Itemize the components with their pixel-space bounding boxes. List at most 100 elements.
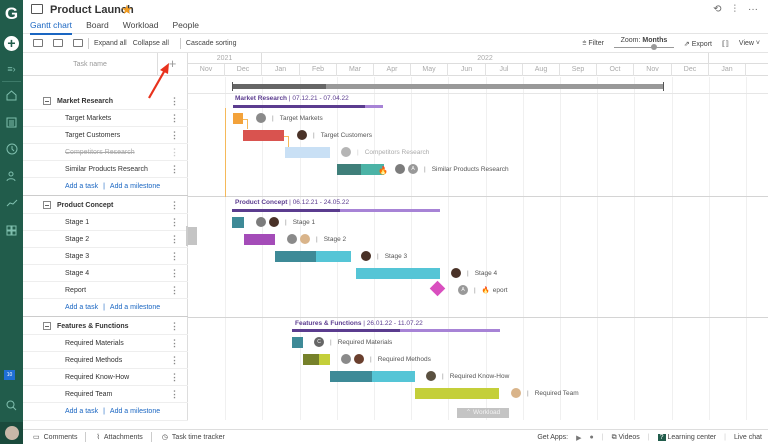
settings-sliders-icon[interactable]: ⫶ xyxy=(733,4,737,15)
task-bar-stage4[interactable] xyxy=(356,268,440,279)
row-menu-icon[interactable]: ⋮ xyxy=(170,250,179,261)
tab-workload[interactable]: Workload xyxy=(122,20,159,30)
collapse-toggle-icon[interactable] xyxy=(43,322,51,330)
expand-all-button[interactable]: Expand all xyxy=(94,39,127,47)
task-row[interactable]: Required Know-How ⋮ xyxy=(23,369,188,386)
row-menu-icon[interactable]: ⋮ xyxy=(170,163,179,174)
add-task-link[interactable]: Add a task xyxy=(65,183,99,190)
tab-board[interactable]: Board xyxy=(86,20,109,30)
list-icon[interactable] xyxy=(0,115,23,129)
task-row[interactable]: Stage 2 ⋮ xyxy=(23,231,188,248)
milestone-row[interactable]: Report ⋮ xyxy=(23,282,188,299)
tab-people[interactable]: People xyxy=(172,20,199,30)
task-row[interactable]: Stage 3 ⋮ xyxy=(23,248,188,265)
collapse-all-button[interactable]: Collapse all xyxy=(132,39,169,47)
row-menu-icon[interactable]: ⋮ xyxy=(170,267,179,278)
task-bar-stage1[interactable] xyxy=(232,217,244,228)
videos-button[interactable]: ⧉ Videos xyxy=(611,433,640,441)
add-task-link[interactable]: Add a task xyxy=(65,304,99,311)
collapse-toggle-icon[interactable] xyxy=(43,201,51,209)
task-row[interactable]: Target Markets ⋮ xyxy=(23,110,188,127)
cascade-sorting-button[interactable]: Cascade sorting xyxy=(185,39,237,47)
row-menu-icon[interactable]: ⋮ xyxy=(170,371,179,382)
task-bar-target-markets[interactable] xyxy=(233,113,243,124)
comments-button[interactable]: ▭ Comments xyxy=(33,433,78,442)
learning-center-button[interactable]: ? Learning center xyxy=(657,434,717,441)
task-row[interactable]: Required Team ⋮ xyxy=(23,386,188,403)
task-bar-required-materials[interactable] xyxy=(292,337,303,348)
add-row: Add a task | Add a milestone xyxy=(23,403,188,421)
add-milestone-link[interactable]: Add a milestone xyxy=(109,304,161,311)
add-task-link[interactable]: Add a task xyxy=(65,408,99,415)
milestone-report-diamond[interactable] xyxy=(429,280,446,297)
add-column-button[interactable]: + xyxy=(158,53,188,76)
task-row-completed[interactable]: Competitors Research ⋮ xyxy=(23,144,188,161)
row-menu-icon[interactable]: ⋮ xyxy=(170,388,179,399)
create-button[interactable]: + xyxy=(0,33,23,53)
add-milestone-link[interactable]: Add a milestone xyxy=(109,408,161,415)
row-menu-icon[interactable]: ⋮ xyxy=(170,112,179,123)
task-row[interactable]: Target Customers ⋮ xyxy=(23,127,188,144)
fit-icon[interactable]: ⟦⟧ xyxy=(721,40,729,48)
task-row[interactable]: Required Materials ⋮ xyxy=(23,335,188,352)
task-row[interactable]: Required Methods ⋮ xyxy=(23,352,188,369)
task-bar-target-customers[interactable] xyxy=(243,130,284,141)
apple-icon[interactable]: ● xyxy=(589,434,594,441)
task-bar-stage3[interactable] xyxy=(275,251,316,262)
time-tracker-button[interactable]: ◷ Task time tracker xyxy=(161,433,225,442)
home-icon[interactable] xyxy=(0,88,23,102)
collapse-toggle-icon[interactable] xyxy=(43,97,51,105)
task-row[interactable]: Similar Products Research ⋮ xyxy=(23,161,188,178)
task-bar-stage2[interactable] xyxy=(244,234,275,245)
task-row[interactable]: Stage 1 ⋮ xyxy=(23,214,188,231)
task-bar-required-methods[interactable] xyxy=(303,354,319,365)
row-menu-icon[interactable]: ⋮ xyxy=(170,216,179,227)
notifications-badge[interactable]: 10 xyxy=(4,370,15,380)
view-dropdown[interactable]: View ˅ xyxy=(738,40,760,47)
grid-icon[interactable] xyxy=(0,223,23,237)
collapse-menu-icon[interactable]: ≡› xyxy=(7,64,16,74)
app-logo[interactable]: G xyxy=(4,4,19,23)
task-list-scrollbar[interactable] xyxy=(186,226,188,246)
zoom-slider[interactable]: Zoom: Months xyxy=(613,37,674,50)
row-menu-icon[interactable]: ⋮ xyxy=(170,337,179,348)
group-row[interactable]: Features & Functions ⋮ xyxy=(23,318,188,335)
task-list-icon[interactable] xyxy=(33,39,43,47)
row-menu-icon[interactable]: ⋮ xyxy=(170,129,179,140)
star-icon[interactable]: ★ xyxy=(121,2,133,17)
group-row[interactable]: Market Research ⋮ xyxy=(23,93,188,110)
export-button[interactable]: ⇗ Export xyxy=(683,40,712,48)
panel-resize-handle[interactable] xyxy=(188,227,197,245)
attachments-button[interactable]: ⌇ Attachments xyxy=(96,433,143,442)
clock-icon[interactable] xyxy=(0,142,23,156)
row-menu-icon[interactable]: ⋮ xyxy=(170,284,179,295)
row-menu-icon[interactable]: ⋮ xyxy=(170,199,179,210)
google-play-icon[interactable]: ▶ xyxy=(576,434,582,442)
people-icon[interactable] xyxy=(0,169,23,183)
project-timeline-bar[interactable] xyxy=(233,84,663,89)
task-bar-required-team[interactable] xyxy=(415,388,499,399)
group-row[interactable]: Product Concept ⋮ xyxy=(23,197,188,214)
chart-line-icon[interactable] xyxy=(0,196,23,210)
task-bar-similar-products[interactable] xyxy=(337,164,361,175)
search-icon[interactable] xyxy=(0,398,23,412)
tab-gantt-chart[interactable]: Gantt chart xyxy=(30,20,73,35)
filter-button[interactable]: ⩧ Filter xyxy=(582,39,604,47)
add-milestone-link[interactable]: Add a milestone xyxy=(109,183,161,190)
calendar-icon[interactable] xyxy=(53,39,63,47)
row-menu-icon[interactable]: ⋮ xyxy=(170,320,179,331)
baseline-icon[interactable] xyxy=(73,39,83,47)
task-bar-competitors-research[interactable] xyxy=(285,147,330,158)
task-row[interactable]: Stage 4 ⋮ xyxy=(23,265,188,282)
user-avatar[interactable] xyxy=(0,422,23,444)
row-menu-icon[interactable]: ⋮ xyxy=(170,146,179,157)
history-icon[interactable]: ⟲ xyxy=(713,4,722,15)
row-menu-icon[interactable]: ⋮ xyxy=(170,233,179,244)
live-chat-button[interactable]: Live chat xyxy=(733,434,762,441)
row-menu-icon[interactable]: ⋮ xyxy=(170,95,179,106)
zoom-knob[interactable] xyxy=(650,43,657,50)
task-bar-required-know-how[interactable] xyxy=(330,371,372,382)
more-icon[interactable]: ··· xyxy=(748,4,758,15)
workload-toggle-button[interactable]: ⌃ Workload xyxy=(457,408,509,418)
row-menu-icon[interactable]: ⋮ xyxy=(170,354,179,365)
